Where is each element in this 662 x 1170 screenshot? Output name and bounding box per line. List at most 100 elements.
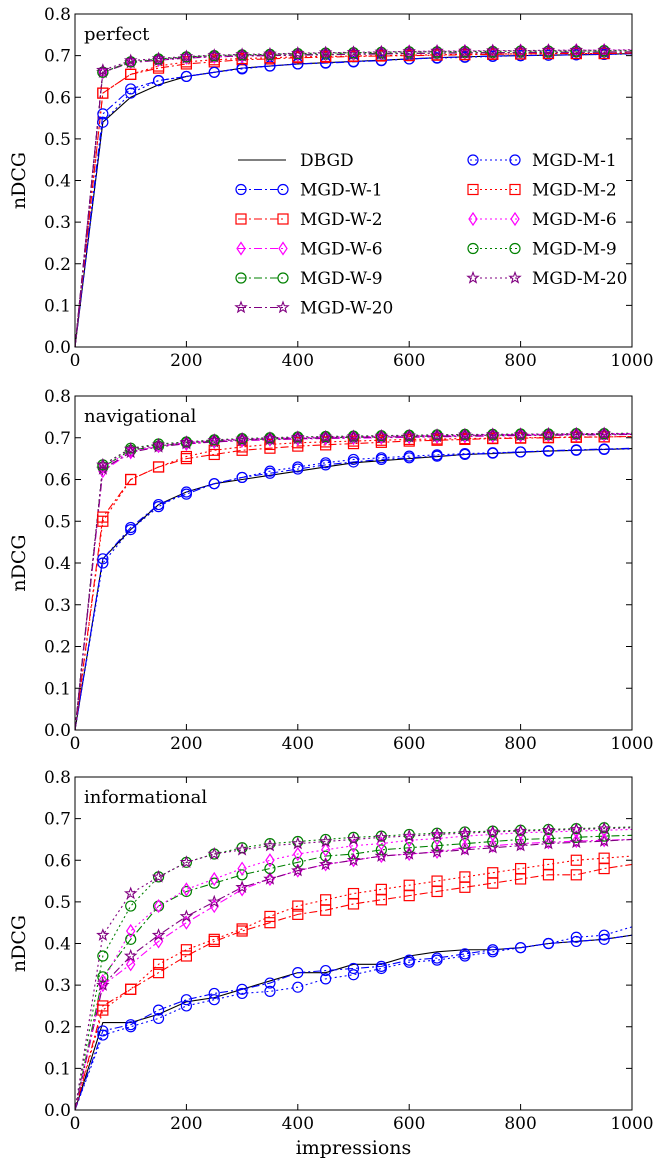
data-point-MGD-M-2 xyxy=(264,438,276,451)
data-point-MGD-M-20 xyxy=(430,428,444,441)
y-tick-label: 0.5 xyxy=(44,130,71,150)
data-point-MGD-M-20 xyxy=(151,51,166,65)
data-point-MGD-W-2 xyxy=(570,869,582,881)
data-point-MGD-M-1 xyxy=(514,942,527,954)
data-point-MGD-M-20 xyxy=(486,43,500,57)
data-point-MGD-M-1 xyxy=(431,449,443,461)
data-point-MGD-W-20 xyxy=(263,871,277,885)
data-point-MGD-M-6 xyxy=(293,46,303,62)
data-point-MGD-M-2 xyxy=(431,433,443,445)
data-point-MGD-M-2 xyxy=(320,436,332,448)
data-point-MGD-M-2 xyxy=(97,1004,109,1016)
data-point-MGD-M-1 xyxy=(125,1021,137,1033)
data-point-MGD-W-1 xyxy=(264,977,276,989)
data-point-MGD-M-1 xyxy=(598,929,610,941)
data-point-MGD-M-20 xyxy=(207,433,221,446)
data-point-MGD-M-2 xyxy=(97,515,109,527)
data-point-MGD-W-6 xyxy=(571,834,582,849)
y-tick-label: 0.1 xyxy=(44,296,71,316)
data-point-MGD-M-20 xyxy=(235,842,249,856)
data-point-MGD-M-20 xyxy=(597,821,611,835)
x-tick-label: 200 xyxy=(170,351,202,371)
data-point-MGD-M-2 xyxy=(570,854,582,866)
data-point-MGD-M-2 xyxy=(514,432,527,444)
data-point-MGD-M-6 xyxy=(153,898,164,914)
y-tick-label: 0.0 xyxy=(44,338,71,358)
data-point-MGD-W-6 xyxy=(488,838,498,853)
data-point-MGD-M-2 xyxy=(570,431,582,443)
data-point-MGD-M-1 xyxy=(459,950,471,962)
data-point-MGD-M-2 xyxy=(542,431,555,443)
data-point-MGD-W-9 xyxy=(97,971,109,983)
data-point-MGD-M-20 xyxy=(291,430,305,444)
data-point-MGD-M-2 xyxy=(542,858,555,871)
data-point-MGD-M-2 xyxy=(264,910,276,923)
y-tick-label: 0.6 xyxy=(44,851,71,871)
data-point-MGD-M-1 xyxy=(152,74,165,87)
legend-marker-MGD-M-20 xyxy=(466,270,480,284)
data-point-MGD-M-20 xyxy=(402,829,416,842)
data-point-MGD-W-9 xyxy=(236,869,248,881)
data-point-MGD-M-1 xyxy=(292,981,304,993)
data-point-MGD-M-6 xyxy=(98,973,108,989)
legend-label-MGD-M-1: MGD-M-1 xyxy=(532,151,617,171)
data-point-MGD-M-9 xyxy=(125,56,137,68)
y-tick-label: 0.1 xyxy=(44,1059,71,1079)
series-line-MGD-M-1 xyxy=(74,53,633,348)
data-point-MGD-W-20 xyxy=(541,836,556,850)
data-point-MGD-W-6 xyxy=(460,840,470,855)
data-point-MGD-M-2 xyxy=(125,473,137,486)
series-line-MGD-M-9 xyxy=(74,826,633,1111)
data-point-MGD-M-1 xyxy=(347,969,360,981)
y-axis-label: nDCG xyxy=(8,534,30,591)
data-point-MGD-W-20 xyxy=(96,65,110,78)
data-point-MGD-M-20 xyxy=(346,45,361,59)
data-point-MGD-M-1 xyxy=(180,70,192,83)
data-point-MGD-W-1 xyxy=(97,1025,109,1037)
data-point-MGD-M-6 xyxy=(181,882,192,897)
data-point-MGD-M-2 xyxy=(125,68,137,80)
panel-label: perfect xyxy=(84,24,150,45)
y-tick-label: 0.8 xyxy=(44,387,71,407)
legend-label-MGD-W-9: MGD-W-9 xyxy=(300,269,383,289)
series-line-MGD-W-9 xyxy=(74,433,633,731)
data-point-MGD-M-6 xyxy=(181,50,192,65)
data-point-MGD-M-20 xyxy=(569,426,584,440)
data-point-MGD-W-20 xyxy=(374,849,389,862)
legend-marker-MGD-W-2 xyxy=(235,213,247,225)
data-point-MGD-M-1 xyxy=(542,937,555,950)
y-tick-label: 0.2 xyxy=(44,638,71,658)
data-point-MGD-M-20 xyxy=(402,428,416,442)
y-tick-label: 0.3 xyxy=(44,213,71,233)
data-point-MGD-W-20 xyxy=(123,948,138,962)
y-tick-label: 0.0 xyxy=(44,1101,71,1121)
data-point-MGD-M-20 xyxy=(235,431,249,445)
data-point-MGD-W-9 xyxy=(320,850,332,862)
data-point-MGD-M-1 xyxy=(431,954,443,966)
data-point-MGD-M-20 xyxy=(541,43,556,56)
data-point-MGD-M-1 xyxy=(208,66,220,78)
data-point-MGD-M-20 xyxy=(96,63,110,76)
data-point-MGD-W-9 xyxy=(542,833,555,845)
data-point-MGD-W-20 xyxy=(291,863,305,877)
data-point-MGD-M-20 xyxy=(291,46,305,59)
legend-label-MGD-M-20: MGD-M-20 xyxy=(532,269,627,289)
data-point-MGD-M-2 xyxy=(459,48,471,60)
y-tick-label: 0.6 xyxy=(44,471,71,491)
data-point-MGD-W-1 xyxy=(97,108,109,120)
data-point-MGD-M-20 xyxy=(123,441,138,455)
data-point-MGD-M-2 xyxy=(180,944,192,956)
data-point-MGD-M-1 xyxy=(320,457,332,469)
data-point-MGD-M-2 xyxy=(598,47,610,60)
data-point-MGD-W-9 xyxy=(403,842,415,854)
data-point-MGD-M-1 xyxy=(264,465,276,477)
data-point-MGD-W-20 xyxy=(179,909,194,923)
y-tick-label: 0.2 xyxy=(44,255,71,275)
data-point-MGD-M-6 xyxy=(237,48,247,63)
data-point-MGD-W-9 xyxy=(514,833,527,846)
data-point-MGD-M-6 xyxy=(320,842,331,857)
legend-marker-MGD-W-6 xyxy=(278,241,288,256)
data-point-MGD-M-2 xyxy=(125,983,137,995)
